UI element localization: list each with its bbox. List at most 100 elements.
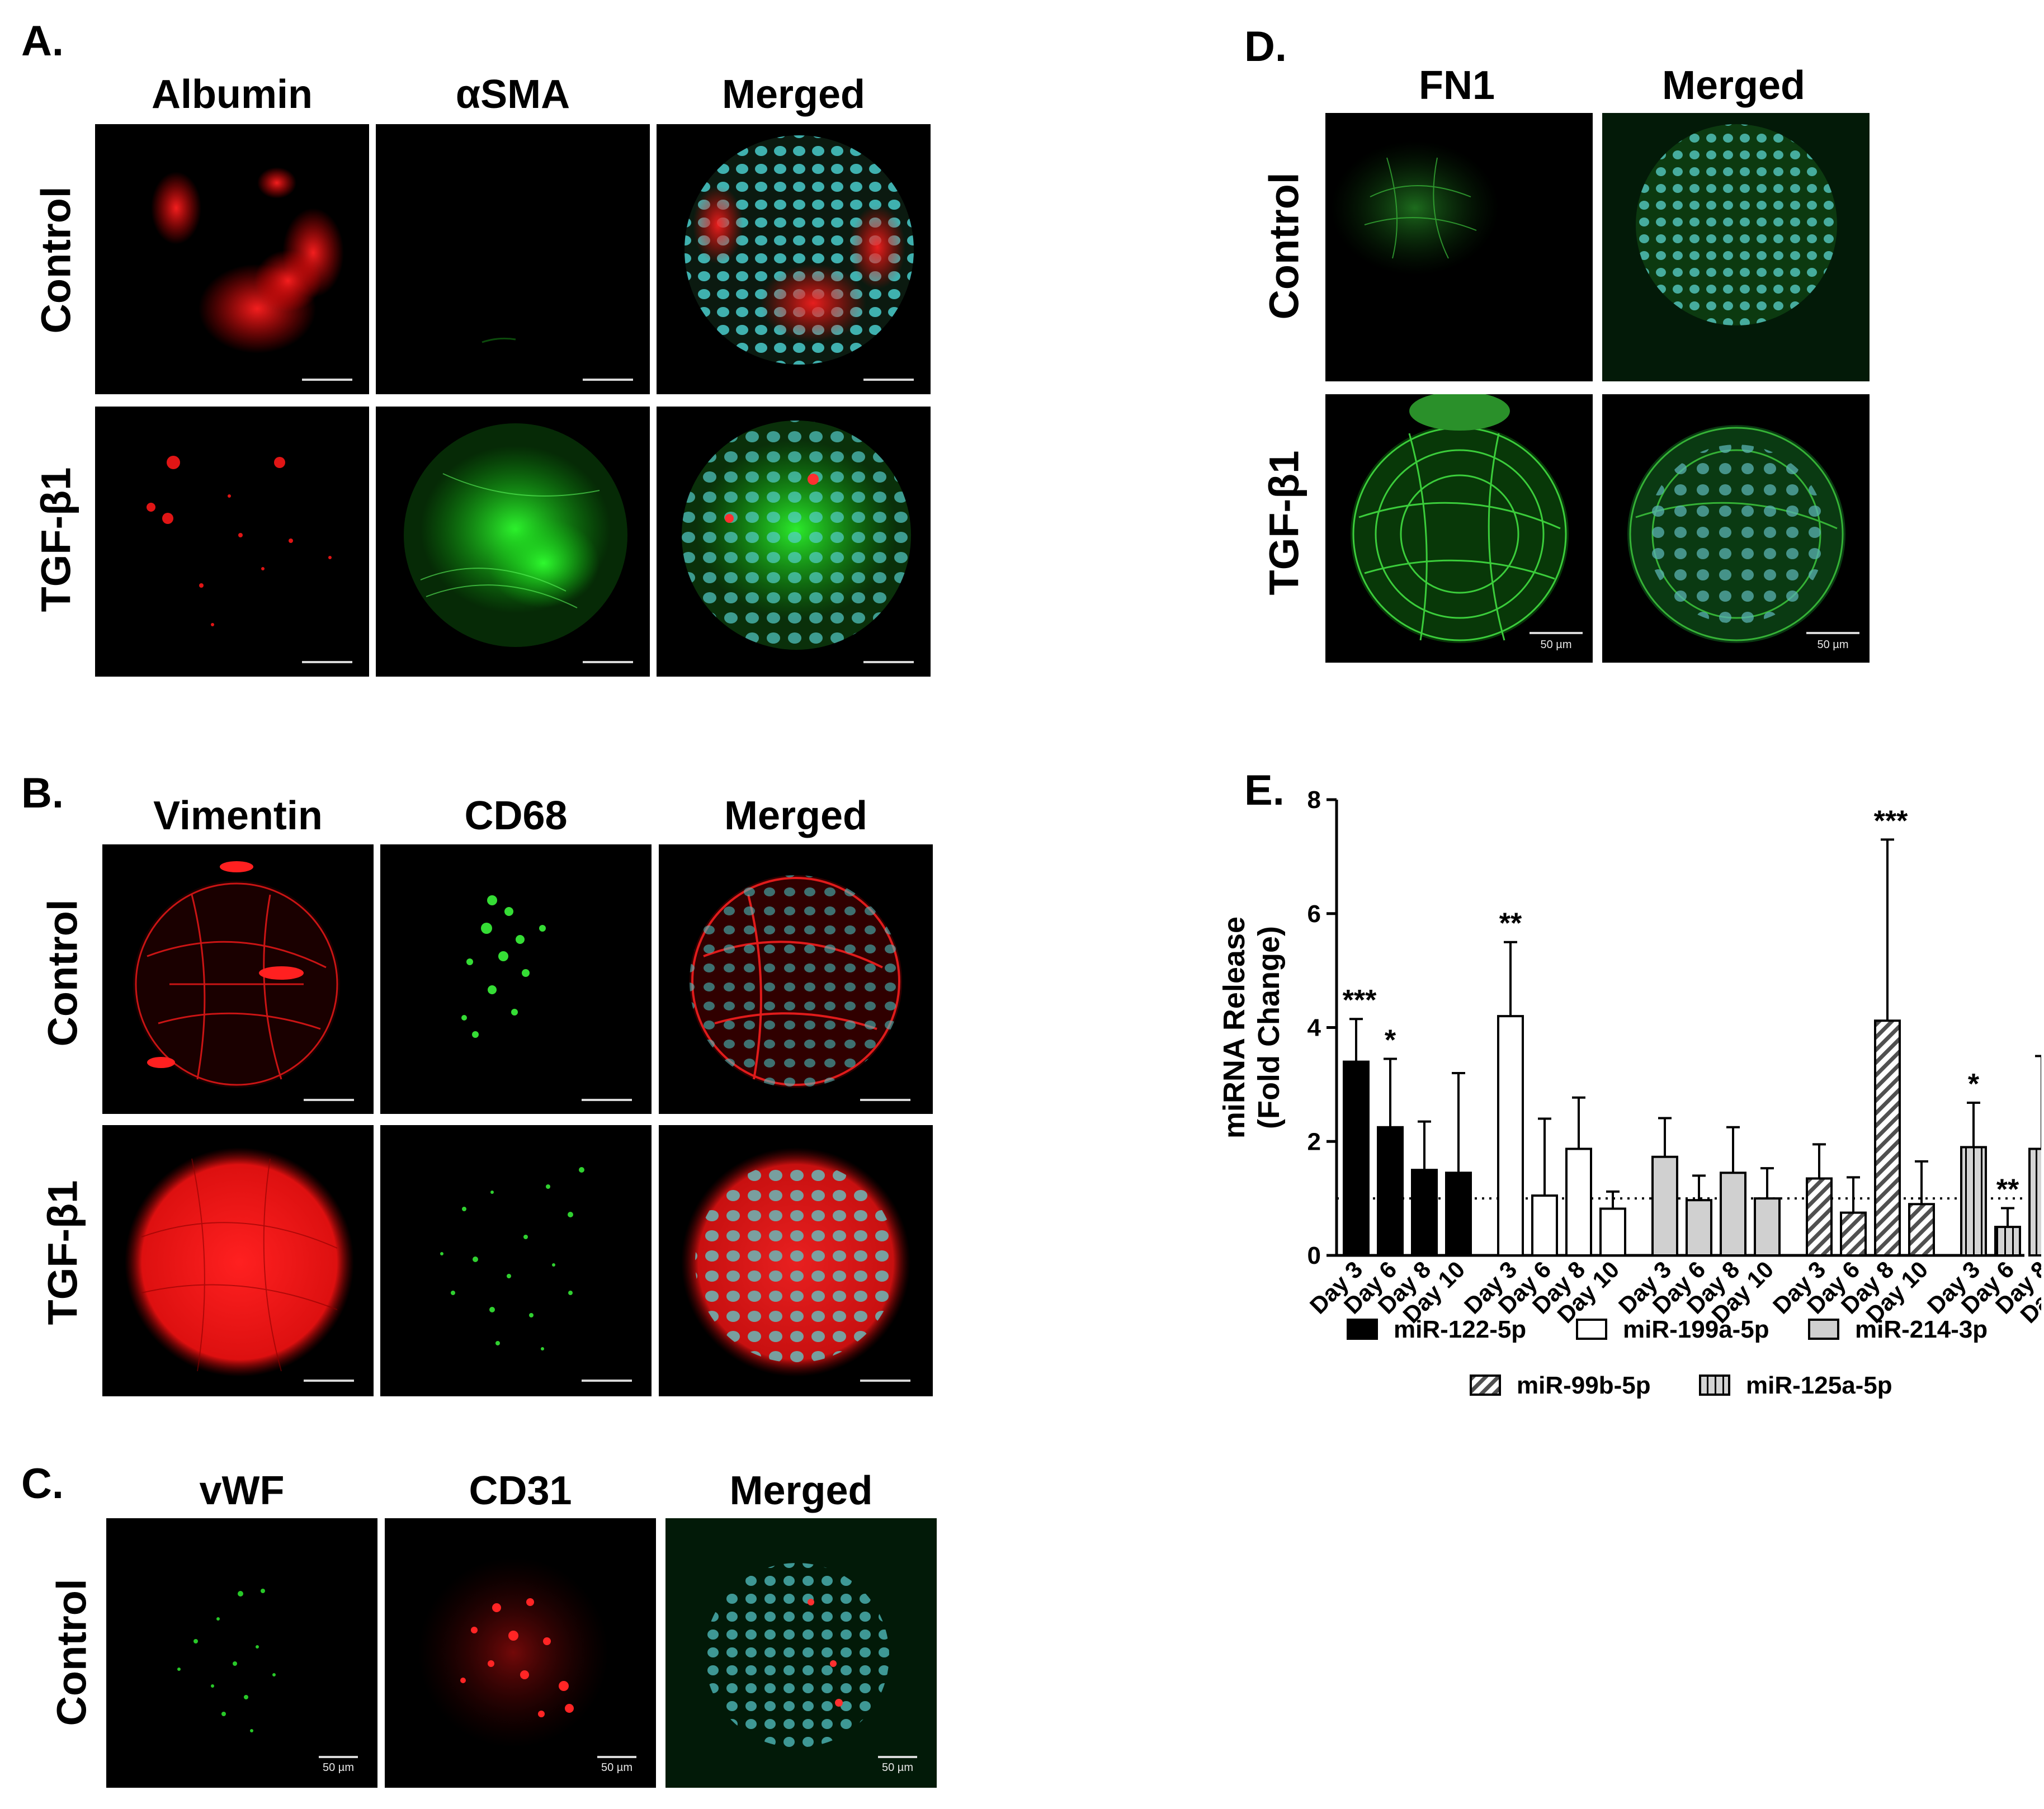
bar <box>1497 1015 1524 1257</box>
bar <box>1531 1194 1558 1257</box>
scale-bar <box>302 379 352 381</box>
significance-label: ** <box>1499 908 1522 940</box>
bar <box>1445 1172 1472 1257</box>
y-tick-label: 8 <box>1307 786 1321 814</box>
row-label: Control <box>1261 172 1307 320</box>
legend-swatch <box>1576 1319 1607 1340</box>
legend-swatch <box>1808 1319 1839 1340</box>
y-axis-label: (Fold Change) <box>1252 926 1286 1129</box>
scale-bar <box>583 379 633 381</box>
bar <box>1960 1146 1987 1257</box>
significance-label: *** <box>1874 805 1908 837</box>
column-label: CD68 <box>464 793 568 838</box>
bar <box>2028 1147 2041 1257</box>
micrograph-merged-tgf-a <box>657 407 931 677</box>
micrograph-merged-tgf-d: 50 µm <box>1602 394 1870 663</box>
significance-label: *** <box>1343 984 1377 1017</box>
column-label: Merged <box>721 72 866 117</box>
panel-c-label: C. <box>21 1460 64 1508</box>
bar <box>1651 1155 1678 1257</box>
bar <box>1686 1199 1712 1257</box>
row-label: Control <box>39 899 86 1047</box>
column-label: CD31 <box>469 1468 572 1513</box>
micrograph-merged-control-a <box>657 124 931 394</box>
significance-label: ** <box>1996 1173 2019 1206</box>
row-label: Control <box>48 1579 95 1726</box>
scale-bar <box>860 1380 910 1382</box>
row-label: TGF-β1 <box>39 1180 86 1325</box>
bar <box>1377 1126 1404 1257</box>
scale-bar <box>582 1099 632 1101</box>
bar <box>1994 1226 2021 1257</box>
legend-label: miR-199a-5p <box>1623 1316 1769 1343</box>
row-label: Control <box>32 186 79 334</box>
legend-label: miR-214-3p <box>1855 1316 1988 1343</box>
legend-swatch <box>1347 1319 1378 1340</box>
bar <box>1840 1211 1867 1257</box>
scale-bar <box>302 661 352 663</box>
row-label: TGF-β1 <box>32 467 79 612</box>
micrograph-vwf-control: 50 µm <box>106 1518 377 1788</box>
row-label: TGF-β1 <box>1261 450 1307 596</box>
micrograph-cd68-tgf <box>380 1125 652 1396</box>
scale-text: 50 µm <box>1817 639 1849 651</box>
scale-text: 50 µm <box>882 1761 913 1774</box>
scale-bar <box>582 1380 632 1382</box>
micrograph-asma-control <box>376 124 650 394</box>
scale-bar <box>583 661 633 663</box>
column-label: Vimentin <box>153 793 323 838</box>
column-label: Merged <box>724 793 868 838</box>
column-label: Albumin <box>152 72 313 117</box>
micrograph-merged-control-c: 50 µm <box>665 1518 937 1788</box>
bar <box>1908 1203 1935 1257</box>
micrograph-merged-tgf-b <box>659 1125 933 1396</box>
column-label: αSMA <box>455 72 570 117</box>
micrograph-merged-control-d <box>1602 113 1870 381</box>
scale-bar <box>863 379 914 381</box>
scale-bar <box>319 1756 358 1758</box>
micrograph-fn1-control <box>1325 113 1593 381</box>
bar <box>1806 1177 1833 1257</box>
bar <box>1874 1019 1901 1257</box>
scale-bar <box>860 1099 910 1101</box>
legend-label: miR-122-5p <box>1394 1316 1526 1343</box>
micrograph-albumin-control <box>95 124 369 394</box>
y-tick-label: 4 <box>1307 1014 1321 1042</box>
micrograph-albumin-tgf <box>95 407 369 677</box>
legend-swatch <box>1470 1375 1501 1396</box>
scale-bar <box>597 1756 636 1758</box>
scale-bar <box>878 1756 917 1758</box>
y-tick-label: 6 <box>1307 900 1321 928</box>
scale-bar <box>1806 632 1859 634</box>
column-label: FN1 <box>1418 63 1495 108</box>
bar <box>1343 1060 1370 1257</box>
scale-bar <box>304 1380 354 1382</box>
legend-label: miR-99b-5p <box>1517 1372 1651 1399</box>
y-axis-label: miRNA Release <box>1217 917 1251 1139</box>
bar <box>1754 1197 1781 1257</box>
bar <box>1720 1172 1746 1257</box>
bar <box>1411 1169 1438 1257</box>
column-label: vWF <box>199 1468 285 1513</box>
micrograph-asma-tgf <box>376 407 650 677</box>
micrograph-merged-control-b <box>659 844 933 1114</box>
significance-label: * <box>1968 1068 1980 1100</box>
panel-b-label: B. <box>21 769 64 817</box>
scale-bar <box>863 661 914 663</box>
micrograph-vimentin-tgf <box>102 1125 374 1396</box>
scale-text: 50 µm <box>323 1761 354 1774</box>
micrograph-vimentin-control <box>102 844 374 1114</box>
scale-bar <box>1530 632 1583 634</box>
y-tick-label: 2 <box>1307 1128 1321 1155</box>
micrograph-cd31-control: 50 µm <box>385 1518 656 1788</box>
panel-a-label: A. <box>21 17 64 65</box>
bar <box>1565 1147 1592 1257</box>
significance-label: * <box>1385 1024 1396 1057</box>
scale-text: 50 µm <box>601 1761 632 1774</box>
legend-swatch <box>1699 1375 1730 1396</box>
bar <box>1599 1207 1626 1257</box>
micrograph-cd68-control <box>380 844 652 1114</box>
legend-label: miR-125a-5p <box>1746 1372 1892 1399</box>
micrograph-fn1-tgf: 50 µm <box>1325 394 1593 663</box>
